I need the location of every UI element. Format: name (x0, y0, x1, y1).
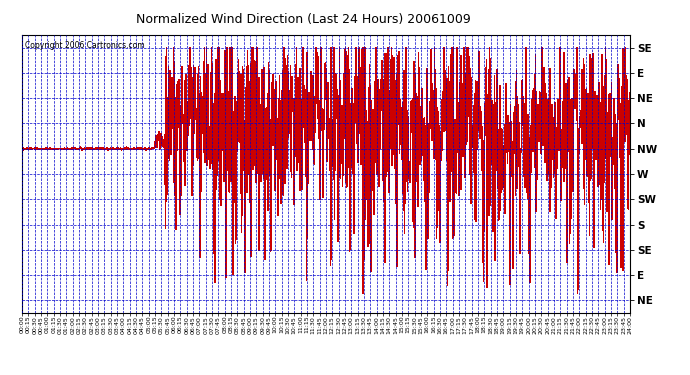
Text: Normalized Wind Direction (Last 24 Hours) 20061009: Normalized Wind Direction (Last 24 Hours… (136, 13, 471, 26)
Text: Copyright 2006 Cartronics.com: Copyright 2006 Cartronics.com (25, 40, 145, 50)
